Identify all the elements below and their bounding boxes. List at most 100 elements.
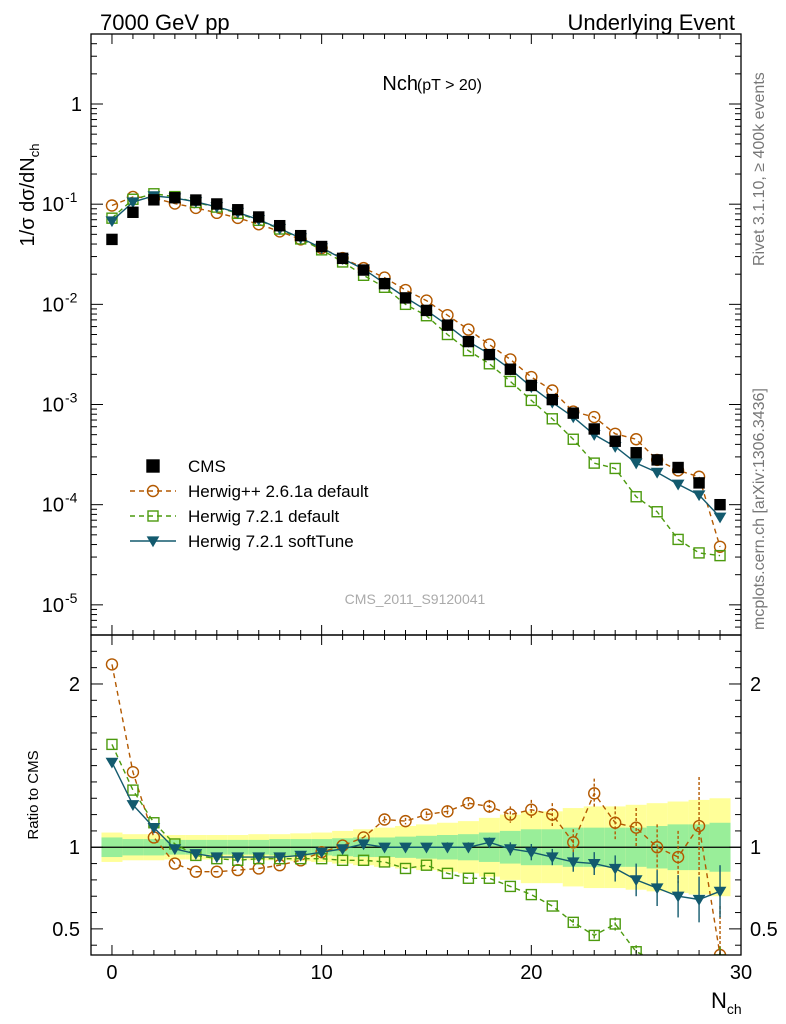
ratio-point (336, 844, 349, 856)
data-point (651, 506, 663, 518)
ratio-point (546, 900, 558, 912)
data-point (546, 413, 558, 425)
cms-point (294, 229, 307, 242)
ratio-point (294, 850, 308, 862)
ratio-point (483, 800, 496, 813)
cms-point (630, 447, 642, 459)
ratio-point (546, 808, 559, 821)
series-line-top (111, 196, 721, 547)
data-point (630, 491, 642, 503)
ratio-point (503, 844, 517, 856)
ratio-point (399, 862, 412, 875)
data-point (713, 512, 727, 524)
data-point (714, 549, 726, 562)
series-line-top (111, 193, 721, 557)
data-point (105, 216, 119, 228)
ratio-point (588, 787, 601, 800)
ratio-point (420, 859, 433, 871)
ratio-point (652, 957, 662, 967)
cms-point (378, 277, 391, 290)
y-tick-exp: -5 (65, 590, 78, 606)
data-point (693, 547, 705, 559)
cms-point (127, 206, 139, 218)
cms-point (714, 498, 726, 511)
cms-point (462, 335, 475, 348)
ratio-point (441, 867, 454, 880)
ratio-point (315, 847, 329, 859)
ratio-point (630, 946, 642, 955)
data-point (105, 199, 119, 212)
data-point (588, 410, 601, 424)
y-tick-label-bottom: 2 (69, 674, 80, 696)
cms-point (315, 240, 328, 253)
cms-point (190, 194, 202, 206)
ratio-point (189, 865, 203, 878)
ratio-point (692, 819, 706, 833)
analysis-watermark: CMS_2011_S9120041 (345, 591, 486, 607)
ratio-point (525, 803, 538, 816)
ratio-point (504, 808, 517, 821)
cms-point (609, 435, 621, 447)
ratio-point (650, 841, 664, 854)
ratio-point (629, 875, 643, 887)
ratio-point (126, 800, 140, 812)
ratio-point (126, 765, 140, 779)
x-label-main: N (711, 988, 727, 1013)
y-tick-exp: -3 (65, 390, 78, 406)
data-point (713, 540, 727, 553)
ratio-point (587, 858, 601, 870)
x-label-sub: ch (727, 1001, 742, 1017)
cms-point (546, 393, 558, 406)
data-point (692, 490, 706, 502)
y-tick-exp: -4 (65, 490, 78, 506)
ratio-point (147, 823, 161, 834)
data-point (629, 433, 643, 446)
y-tick-label-top: 10-1 (42, 189, 78, 216)
data-point (671, 479, 685, 491)
data-point (672, 533, 684, 546)
y-label-sub: ch (27, 144, 42, 158)
series-line-ratio (111, 744, 645, 955)
ratio-point (608, 863, 622, 875)
data-point (525, 394, 538, 407)
legend-marker (147, 510, 159, 522)
cms-point (588, 423, 600, 435)
cms-point (483, 348, 496, 361)
legend-marker (146, 459, 160, 473)
ratio-point (671, 891, 685, 903)
x-axis-label: Nch (711, 988, 742, 1017)
ratio-point (609, 918, 621, 930)
y-tick-exp: -1 (65, 189, 78, 205)
rivet-label: Rivet 3.1.10, ≥ 400k events (751, 72, 768, 266)
legend-label: Herwig 7.2.1 default (188, 507, 339, 526)
ratio-point (378, 856, 391, 868)
header-right: Underlying Event (567, 10, 735, 35)
ratio-point (545, 852, 559, 864)
ratio-point (483, 872, 496, 884)
legend-marker (146, 484, 160, 498)
ratio-point (210, 865, 224, 878)
cms-point (567, 407, 579, 419)
ratio-point (399, 842, 412, 854)
ratio-point (441, 805, 454, 818)
legend-label: Herwig++ 2.6.1a default (188, 482, 369, 501)
plot-title: Nch (382, 73, 418, 95)
ratio-point (378, 813, 391, 826)
ratio-point (357, 854, 370, 867)
svg-text:1/σ dσ/dNch: 1/σ dσ/dNch (17, 144, 42, 247)
ratio-point (650, 883, 664, 895)
mcplots-label: mcplots.cern.ch [arXiv:1306.3436] (751, 388, 768, 630)
y-label-main: 1/σ dσ/dN (17, 157, 39, 246)
cms-point (420, 304, 433, 317)
data-point (126, 197, 140, 209)
ratio-point (231, 852, 245, 864)
ratio-point (273, 852, 287, 864)
cms-point (441, 319, 454, 331)
data-point (504, 375, 517, 388)
cms-point (399, 292, 412, 304)
y-axis-label-top: 1/σ dσ/dNch (17, 144, 42, 247)
y-tick-label-bottom-right: 2 (750, 674, 761, 696)
y-tick-label-top: 10-2 (42, 289, 78, 316)
x-tick-label: 20 (520, 962, 542, 984)
y-tick-label-bottom-right: 1 (750, 837, 761, 859)
